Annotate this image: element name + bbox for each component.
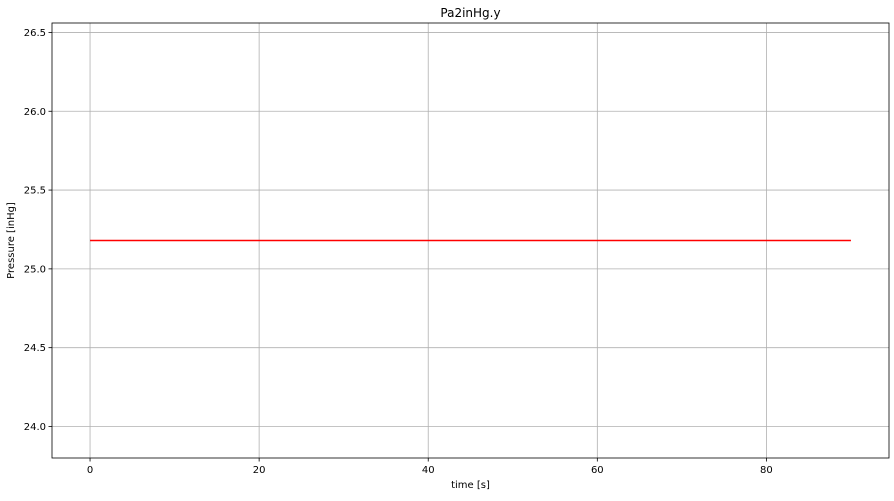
- plot-frame: [51, 22, 890, 459]
- y-tick-label: 25.0: [24, 264, 46, 275]
- x-tick-label: 0: [87, 465, 93, 476]
- x-axis-ticks: 0 20 40 60 80: [87, 458, 773, 476]
- y-tick-label: 25.5: [24, 186, 46, 197]
- x-tick-label: 80: [760, 465, 773, 476]
- y-tick-label: 26.0: [24, 107, 46, 118]
- x-tick-label: 40: [422, 465, 435, 476]
- x-axis-label: time [s]: [451, 480, 490, 491]
- chart-title: Pa2inHg.y: [440, 6, 500, 20]
- y-tick-label: 24.5: [24, 343, 46, 354]
- y-tick-label: 24.0: [24, 422, 46, 433]
- y-axis-label: Pressure [inHg]: [6, 202, 17, 279]
- x-tick-label: 60: [591, 465, 604, 476]
- x-tick-label: 20: [253, 465, 266, 476]
- y-tick-label: 26.5: [24, 28, 46, 39]
- y-axis-ticks: 24.0 24.5 25.0 25.5 26.0 26.5: [24, 28, 52, 433]
